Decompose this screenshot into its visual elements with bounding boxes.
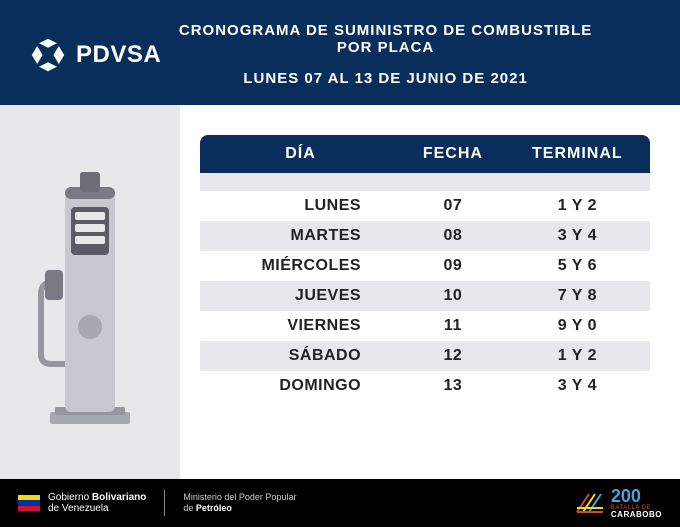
cell-day: JUEVES: [200, 281, 401, 311]
title-line-2: POR PLACA: [161, 39, 610, 56]
title-block: CRONOGRAMA DE SUMINISTRO DE COMBUSTIBLE …: [161, 22, 650, 87]
venezuela-flag-icon: [18, 495, 40, 511]
cell-day: LUNES: [200, 191, 401, 221]
main-area: DÍA FECHA TERMINAL LUNES 07 1 Y 2 MARTES…: [0, 105, 680, 479]
fuel-pump-icon: [35, 152, 145, 432]
col-header-terminal: TERMINAL: [505, 135, 650, 173]
table-row: VIERNES 11 9 Y 0: [200, 311, 650, 341]
pdvsa-logo-text: PDVSA: [76, 41, 161, 69]
pdvsa-logo: PDVSA: [30, 37, 161, 73]
header: PDVSA CRONOGRAMA DE SUMINISTRO DE COMBUS…: [0, 0, 680, 105]
footer: Gobierno Bolivariano de Venezuela Minist…: [0, 479, 680, 527]
cell-date: 13: [401, 371, 505, 401]
pdvsa-logo-icon: [30, 37, 66, 73]
ministry-text: Ministerio del Poder Popular de Petróleo: [183, 492, 296, 514]
cell-terminal: 1 Y 2: [505, 191, 650, 221]
cell-terminal: 7 Y 8: [505, 281, 650, 311]
footer-divider: [164, 490, 165, 516]
illustration-column: [0, 105, 180, 479]
subtitle: LUNES 07 AL 13 DE JUNIO DE 2021: [161, 70, 610, 87]
table-row: MIÉRCOLES 09 5 Y 6: [200, 251, 650, 281]
table-header-row: DÍA FECHA TERMINAL: [200, 135, 650, 173]
title-line-1: CRONOGRAMA DE SUMINISTRO DE COMBUSTIBLE: [161, 22, 610, 39]
cell-day: DOMINGO: [200, 371, 401, 401]
cell-terminal: 1 Y 2: [505, 341, 650, 371]
cell-terminal: 5 Y 6: [505, 251, 650, 281]
table-row: DOMINGO 13 3 Y 4: [200, 371, 650, 401]
table-column: DÍA FECHA TERMINAL LUNES 07 1 Y 2 MARTES…: [180, 105, 680, 479]
table-row: LUNES 07 1 Y 2: [200, 191, 650, 221]
cell-date: 10: [401, 281, 505, 311]
carabobo-logo: 200 BATALLA DE CARABOBO: [575, 487, 662, 519]
cell-day: VIERNES: [200, 311, 401, 341]
cell-date: 11: [401, 311, 505, 341]
cell-date: 07: [401, 191, 505, 221]
schedule-table: DÍA FECHA TERMINAL LUNES 07 1 Y 2 MARTES…: [200, 135, 650, 401]
cell-terminal: 3 Y 4: [505, 221, 650, 251]
carabobo-number: 200: [611, 487, 662, 505]
cell-date: 09: [401, 251, 505, 281]
carabobo-rays-icon: [575, 492, 605, 514]
cell-terminal: 9 Y 0: [505, 311, 650, 341]
cell-day: MIÉRCOLES: [200, 251, 401, 281]
table-row: MARTES 08 3 Y 4: [200, 221, 650, 251]
col-header-day: DÍA: [200, 135, 401, 173]
table-row: SÁBADO 12 1 Y 2: [200, 341, 650, 371]
cell-day: SÁBADO: [200, 341, 401, 371]
cell-day: MARTES: [200, 221, 401, 251]
government-logo: Gobierno Bolivariano de Venezuela: [18, 492, 146, 514]
col-header-date: FECHA: [401, 135, 505, 173]
government-text: Gobierno Bolivariano de Venezuela: [48, 492, 146, 514]
cell-date: 08: [401, 221, 505, 251]
cell-terminal: 3 Y 4: [505, 371, 650, 401]
carabobo-name: CARABOBO: [611, 511, 662, 519]
table-row: JUEVES 10 7 Y 8: [200, 281, 650, 311]
cell-date: 12: [401, 341, 505, 371]
